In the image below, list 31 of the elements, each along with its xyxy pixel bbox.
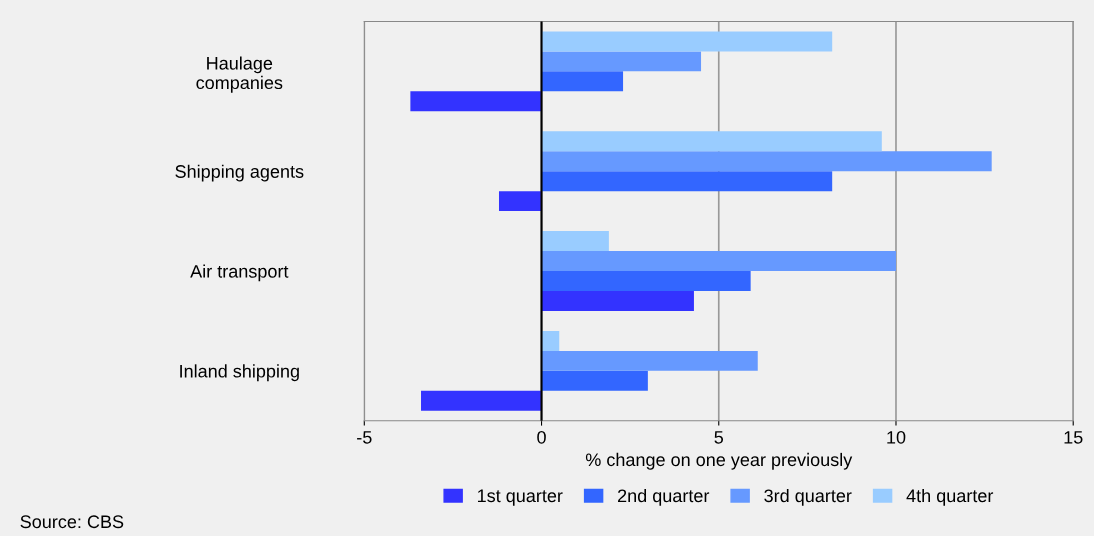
bar [499,191,542,212]
bar [541,131,882,152]
bar [541,370,648,391]
legend-label: 1st quarter [478,489,563,506]
legend-label: 4th quarter [906,488,994,506]
bar [421,390,542,411]
bar [541,350,758,371]
bar [541,51,702,72]
y-tick-label: Air transport [190,264,289,282]
x-tick-label: -5 [357,431,372,444]
bar [541,171,833,192]
x-tick-label: 0 [537,430,546,444]
bar [541,151,992,172]
bar [541,231,609,252]
bar [541,31,833,52]
x-axis-title: % change on one year previously [585,452,853,470]
y-tick-label: Inland shipping [180,364,299,382]
x-tick-label: 10 [887,430,906,444]
bar [410,91,542,112]
x-tick-label: 15 [1064,431,1083,444]
bar [541,290,694,311]
source-note: Source: CBS [20,515,124,529]
legend-label: 2nd quarter [618,488,710,506]
bar [541,71,624,92]
legend-label: 3rd quarter [764,488,852,506]
y-tick-label: Haulage companies [196,56,283,93]
x-tick-label: 5 [714,431,724,444]
y-tick-label: Shipping agents [175,164,304,182]
bar [541,251,896,272]
bar [541,271,751,291]
bar [541,330,560,351]
